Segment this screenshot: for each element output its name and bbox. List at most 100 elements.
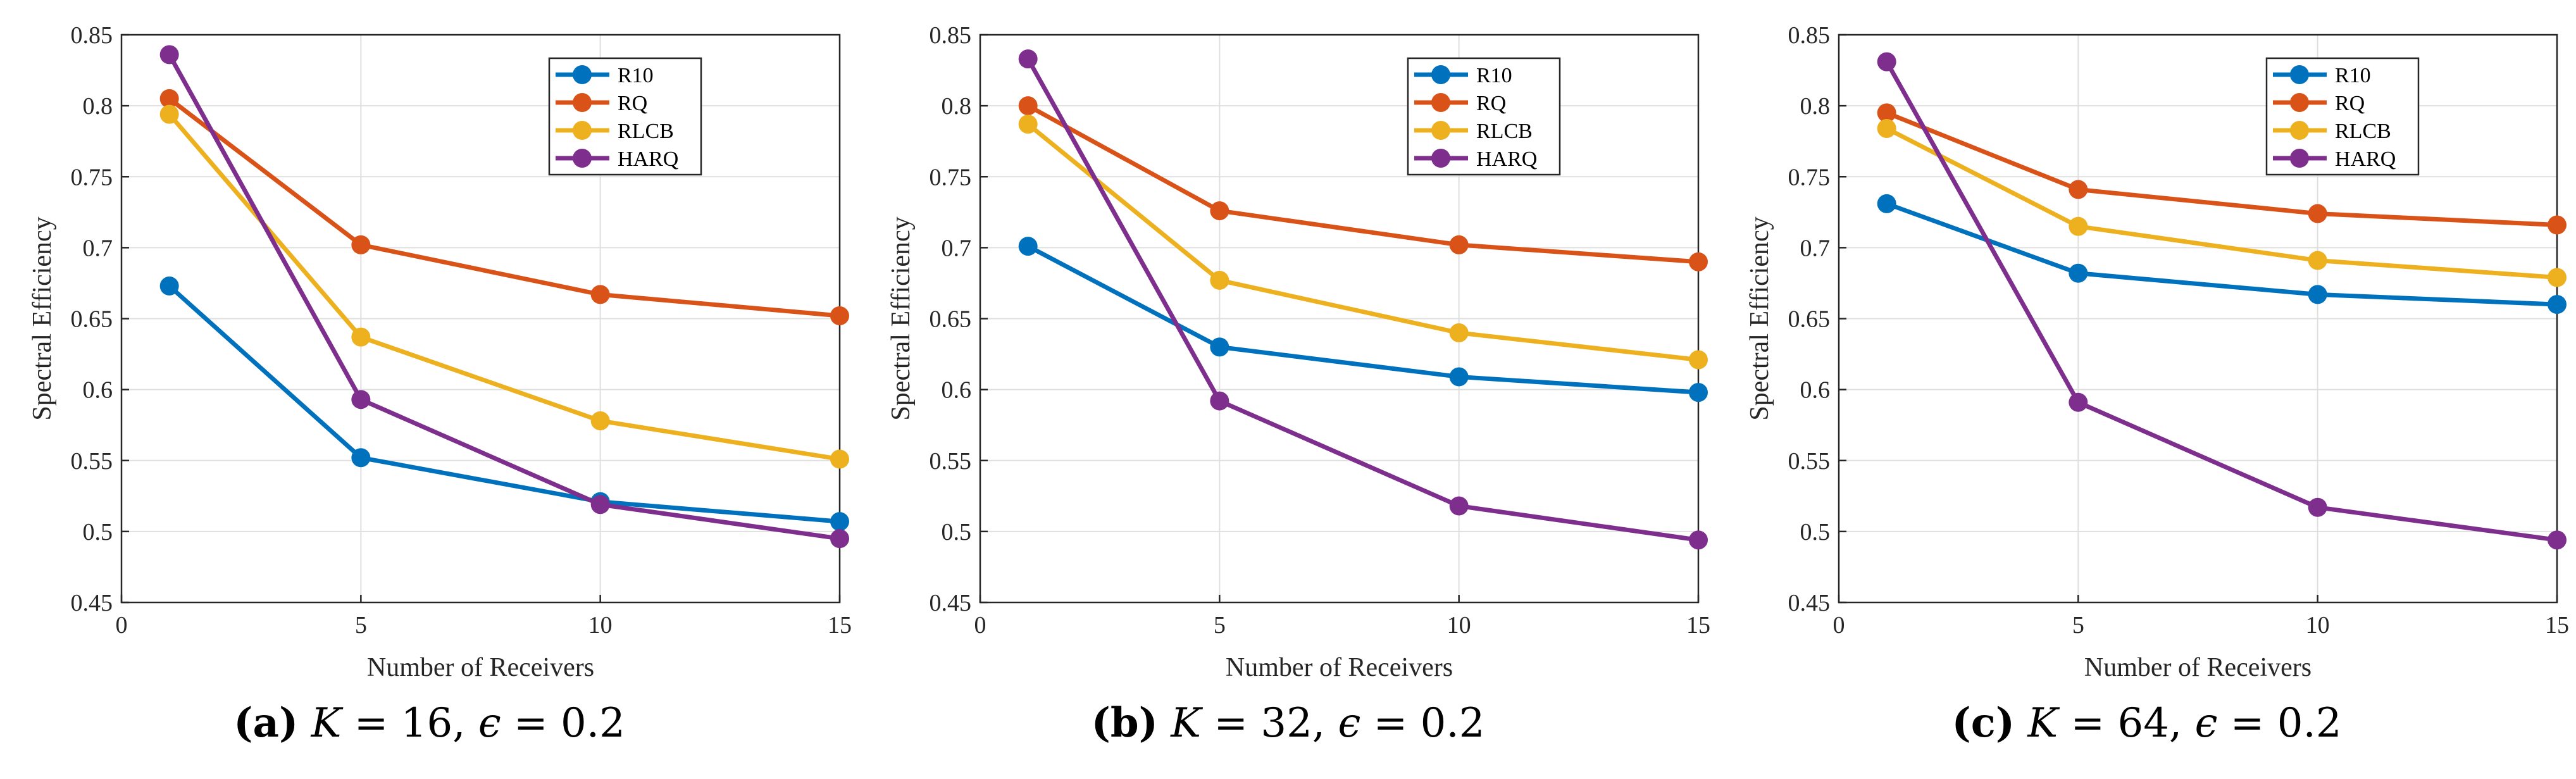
data-point xyxy=(159,104,179,124)
legend-marker xyxy=(1431,65,1450,84)
series-line xyxy=(1886,111,2558,227)
legend-label: R10 xyxy=(1476,64,1512,87)
x-tick-label: 0 xyxy=(1833,612,1845,639)
series-rlcb xyxy=(1877,119,2567,287)
series-line xyxy=(1884,60,2558,542)
legend-label: R10 xyxy=(618,64,654,87)
data-point xyxy=(830,512,849,532)
legend-label: RLCB xyxy=(618,120,674,143)
caption-epsilon-value: = 0.2 xyxy=(2217,700,2342,747)
data-point xyxy=(1689,350,1708,370)
y-tick-label: 0.55 xyxy=(71,448,113,475)
chart-panel-a: 0.45 0.5 0.55 0.6 0.65 0.7 0.75 0.8 0.85 0 5 10 15 Nu… xyxy=(0,0,859,779)
data-point xyxy=(830,306,849,326)
legend-label: HARQ xyxy=(618,147,678,171)
legend-marker xyxy=(1431,149,1450,168)
y-tick-label: 0.45 xyxy=(1788,590,1831,616)
data-point xyxy=(351,448,371,468)
data-point xyxy=(2308,497,2327,517)
y-tick-label: 0.45 xyxy=(930,590,972,616)
series-line xyxy=(1886,126,2558,280)
x-tick-label: 15 xyxy=(828,612,852,639)
legend-label: RLCB xyxy=(1476,120,1533,143)
series-line xyxy=(1886,201,2558,307)
data-point xyxy=(1449,496,1469,516)
data-point xyxy=(2548,530,2567,550)
legend-label: RQ xyxy=(1476,92,1506,115)
series-rlcb xyxy=(1018,115,1708,370)
chart-svg-b: 0.45 0.5 0.55 0.6 0.65 0.7 0.75 0.8 0.85 0 5 10 15 Nu… xyxy=(887,22,1710,682)
data-point xyxy=(2069,263,2088,283)
data-point xyxy=(2069,216,2088,236)
series-rq xyxy=(1877,103,2567,235)
series-r10 xyxy=(1018,237,1708,402)
y-axis-label: Spectral Efficiency xyxy=(887,216,916,420)
y-tick-label: 0.65 xyxy=(930,306,972,333)
series-r10 xyxy=(1877,194,2567,315)
y-tick-label: 0.75 xyxy=(71,164,113,190)
caption-letter: (a) xyxy=(233,699,299,747)
x-tick-label: 10 xyxy=(1447,612,1471,639)
data-point xyxy=(1877,194,1896,213)
legend-label: HARQ xyxy=(2335,147,2396,171)
data-point xyxy=(1689,252,1708,271)
data-point xyxy=(159,276,179,296)
caption-b: (b) K = 32, ϵ = 0.2 xyxy=(859,699,1717,747)
legend-label: RQ xyxy=(2335,92,2365,115)
caption-letter: (b) xyxy=(1091,699,1158,747)
data-point xyxy=(351,390,371,409)
y-tick-label: 0.7 xyxy=(942,235,972,261)
data-point xyxy=(1877,119,1896,139)
caption-epsilon-value: = 0.2 xyxy=(1360,700,1485,747)
data-point xyxy=(2548,215,2567,235)
legend-marker xyxy=(573,121,592,140)
data-point xyxy=(1210,201,1229,221)
data-point xyxy=(1877,103,1896,123)
caption-k-value: = 32, xyxy=(1201,700,1338,747)
legend-marker xyxy=(573,93,592,112)
data-point xyxy=(1210,391,1229,411)
legend: R10 RQ RLCB HARQ xyxy=(1407,57,1561,176)
y-tick-label: 0.75 xyxy=(930,164,972,190)
caption-letter: (c) xyxy=(1951,699,2015,747)
caption-epsilon: ϵ xyxy=(2194,700,2218,747)
data-point xyxy=(590,495,610,514)
data-point xyxy=(590,285,610,304)
data-point xyxy=(830,529,849,549)
caption-k-value: = 16, xyxy=(341,700,478,747)
legend-label: R10 xyxy=(2335,64,2371,87)
data-point xyxy=(2069,180,2088,199)
caption-c: (c) K = 64, ϵ = 0.2 xyxy=(1717,699,2576,747)
series-line xyxy=(167,53,840,541)
y-tick-label: 0.75 xyxy=(1788,164,1831,190)
legend: R10 RQ RLCB HARQ xyxy=(2265,57,2420,176)
data-point xyxy=(1018,237,1038,256)
data-point xyxy=(2308,204,2327,223)
legend-marker xyxy=(1431,121,1450,140)
x-tick-label: 10 xyxy=(588,612,613,639)
y-tick-label: 0.5 xyxy=(83,519,113,545)
legend-marker xyxy=(2290,65,2309,84)
y-tick-label: 0.7 xyxy=(83,235,113,261)
y-tick-label: 0.8 xyxy=(942,93,972,120)
data-point xyxy=(1449,235,1469,254)
x-axis-label: Number of Receivers xyxy=(2084,653,2312,682)
data-point xyxy=(1689,530,1708,550)
caption-variable: K xyxy=(1171,700,1202,747)
chart-panel-b: 0.45 0.5 0.55 0.6 0.65 0.7 0.75 0.8 0.85 0 5 10 15 Nu… xyxy=(859,0,1717,779)
data-point xyxy=(1018,49,1038,69)
data-point xyxy=(1449,367,1469,387)
y-tick-label: 0.6 xyxy=(1800,377,1831,404)
data-point xyxy=(830,449,849,469)
series-line xyxy=(1026,104,1699,265)
caption-a: (a) K = 16, ϵ = 0.2 xyxy=(0,699,859,747)
y-tick-label: 0.8 xyxy=(1800,93,1831,120)
legend-label: RQ xyxy=(618,92,647,115)
legend-marker xyxy=(2290,149,2309,168)
y-tick-label: 0.6 xyxy=(83,377,113,404)
legend-marker xyxy=(573,65,592,84)
data-point xyxy=(590,411,610,430)
x-tick-label: 5 xyxy=(355,612,367,639)
legend-label: RLCB xyxy=(2335,120,2391,143)
